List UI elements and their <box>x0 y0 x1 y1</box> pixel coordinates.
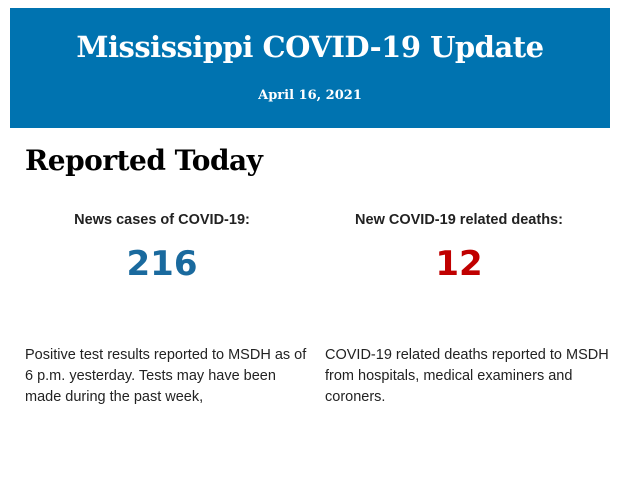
new-cases-value: 216 <box>126 244 198 284</box>
new-deaths-description: COVID-19 related deaths reported to MSDH… <box>325 347 609 405</box>
update-date: April 16, 2021 <box>258 88 362 103</box>
page-title: Mississippi COVID-19 Update <box>76 30 544 64</box>
new-deaths-stat: New COVID-19 related deaths: 12 <box>314 212 604 284</box>
new-deaths-value: 12 <box>435 244 483 284</box>
new-cases-stat: News cases of COVID-19: 216 <box>17 212 307 284</box>
section-heading: Reported Today <box>25 144 263 177</box>
new-cases-description: Positive test results reported to MSDH a… <box>25 347 307 405</box>
new-cases-label: News cases of COVID-19: <box>74 212 250 228</box>
new-deaths-label: New COVID-19 related deaths: <box>355 212 563 228</box>
header-banner: Mississippi COVID-19 Update April 16, 20… <box>10 8 610 128</box>
